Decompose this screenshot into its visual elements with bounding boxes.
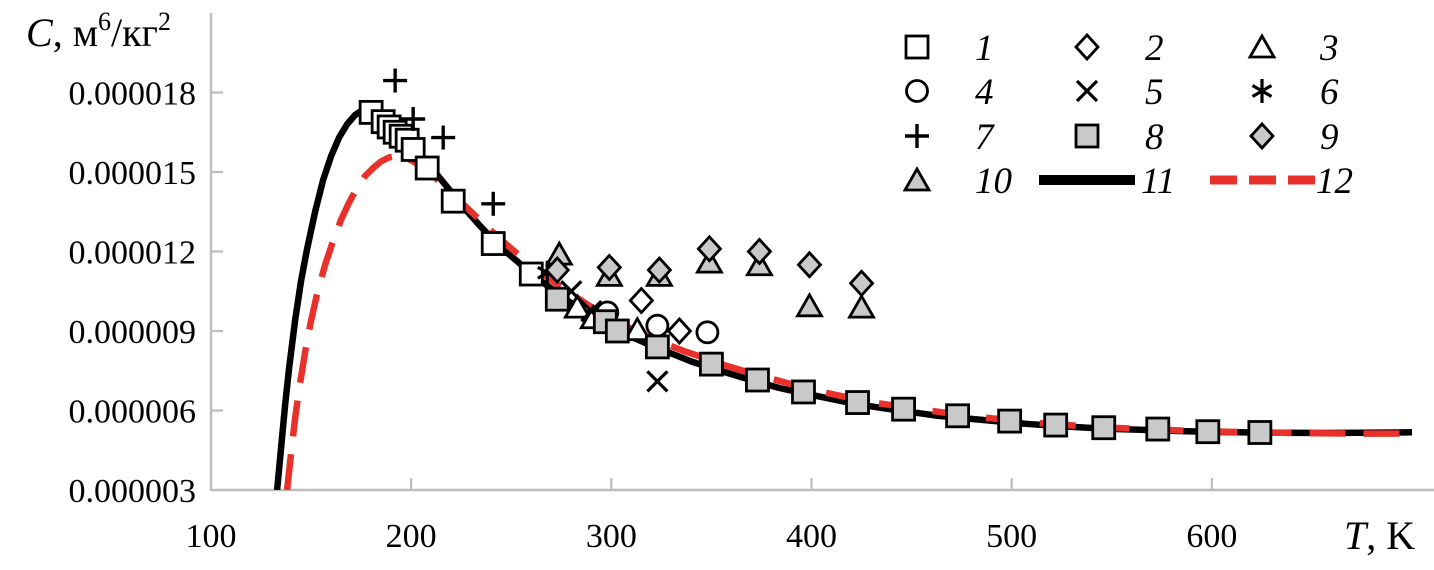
legend-entry-label: 3 [1319,28,1339,69]
marker-triangle-open [1247,33,1277,59]
x-tick-label: 100 [186,518,237,555]
legend-entry-4: 4 [905,72,994,113]
marker-square-open [400,137,426,162]
marker-diamond-open [1074,32,1100,62]
marker-diamond-fill [1249,121,1275,151]
legend-entry-8: 8 [1074,117,1164,158]
marker-diamond-open [628,286,655,315]
legend-entry-label: 11 [1141,161,1175,202]
marker-square-open [440,188,466,214]
marker-square-fill [845,390,870,415]
marker-square-open [480,231,506,256]
marker-plus-cross [401,107,426,131]
axes: 0.000003 0.000006 0.000009 0.000012 0.000015… [69,13,1434,555]
marker-square-fill [1091,415,1117,441]
marker-square-fill [745,367,770,393]
marker-square-fill [997,408,1023,434]
legend-entry-label: 2 [1145,28,1164,69]
marker-square-open [904,34,930,60]
y-tick-label: 0.000015 [69,155,197,192]
marker-diamond-fill [746,237,773,266]
marker-diamond-fill [646,255,673,285]
x-axis-title: T, K [1344,513,1415,558]
marker-diamond-fill [696,234,723,263]
marker-circle-open [905,79,929,103]
marker-plus-cross [383,68,408,93]
marker-plus-cross [481,191,506,216]
series-7 [383,68,506,216]
legend-entry-label: 5 [1145,72,1164,113]
marker-diamond-open [666,316,693,346]
legend-entry-6: 6 [1251,72,1339,113]
x-tick-label: 300 [586,518,637,555]
marker-plus-cross [431,125,456,150]
marker-triangle-open [562,293,592,319]
marker-square-fill [644,334,670,360]
legend-entry-label: 12 [1316,161,1353,202]
curves [273,104,1413,490]
y-axis-title: C, м6/кг2 [26,7,171,55]
legend-entry-label: 10 [975,161,1013,202]
legend-entry-label: 8 [1145,117,1164,158]
legend-entry-label: 4 [975,72,994,113]
x-tick-label: 500 [986,518,1037,555]
x-tick-label: 200 [386,518,437,555]
series-8 [544,286,1273,445]
marker-circle-open [695,320,720,345]
marker-square-fill [699,351,724,377]
marker-square-fill [791,379,816,405]
legend-entry-7: 7 [905,117,995,158]
marker-square-fill [1074,123,1100,149]
marker-diamond-fill [796,250,823,279]
marker-square-fill [891,396,916,422]
marker-diamond-fill [544,255,571,285]
marker-square-fill [1247,420,1273,445]
y-tick-label: 0.000012 [69,235,197,272]
marker-triangle-fill [795,292,824,318]
y-tick-label: 0.000018 [69,76,197,113]
legend-entry-11: 11 [1039,161,1175,202]
legend: 1 2 34 5 67 8 910 11 12 [902,28,1353,202]
marker-triangle-fill [902,166,932,192]
marker-square-fill [1195,419,1221,445]
legend-entry-5: 5 [1075,72,1164,113]
y-tick-label: 0.000006 [69,394,197,431]
marker-asterisk [1251,79,1273,103]
marker-x-cross [1075,79,1099,103]
marker-x-cross [646,370,669,393]
marker-square-fill [1145,416,1171,442]
legend-entry-10: 10 [902,161,1013,202]
marker-diamond-fill [848,269,875,298]
series-2 [628,286,693,346]
legend-entry-9: 9 [1249,117,1339,158]
marker-square-fill [1043,412,1069,438]
legend-entry-2: 2 [1074,28,1164,69]
marker-diamond-fill [596,253,623,282]
legend-entry-1: 1 [904,28,994,69]
legend-entry-label: 9 [1320,117,1339,158]
marker-square-open [414,155,440,181]
x-tick-label: 600 [1186,518,1237,555]
series-9 [544,234,875,298]
marker-plus-cross [905,124,929,148]
series-1 [358,99,544,287]
legend-entry-label: 1 [975,28,994,69]
marker-square-fill [544,286,570,312]
curve-11 [273,104,1413,490]
legend-entry-12: 12 [1210,161,1353,202]
legend-entry-label: 6 [1320,72,1339,113]
marker-triangle-open [622,315,652,342]
marker-square-fill [945,403,971,429]
y-tick-label: 0.000003 [69,473,197,510]
marker-square-fill [604,318,630,344]
marker-triangle-fill [847,293,876,319]
marker-circle-open [645,313,670,338]
y-tick-label: 0.000009 [69,314,197,351]
x-tick-label: 400 [786,518,837,555]
legend-entry-3: 3 [1247,28,1339,69]
legend-entry-label: 7 [975,117,995,158]
